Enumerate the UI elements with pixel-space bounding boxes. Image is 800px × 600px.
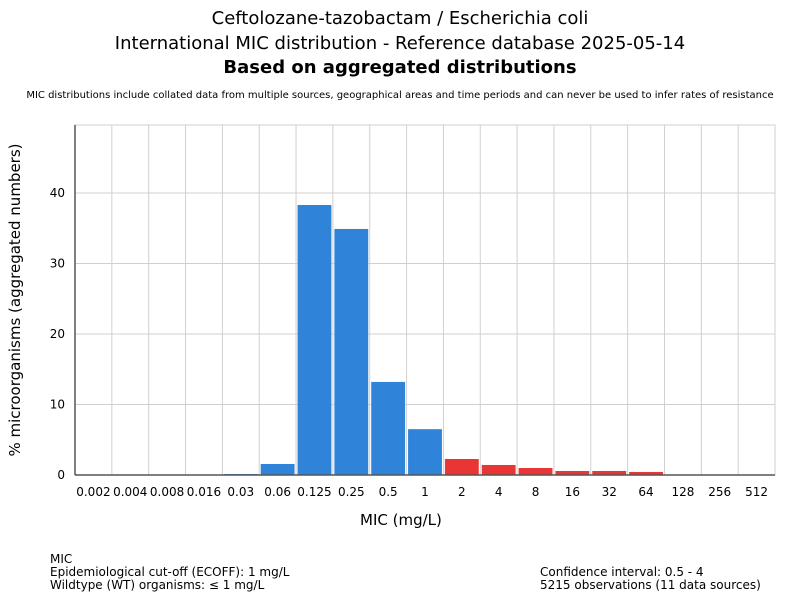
bar-32	[592, 470, 627, 475]
y-axis-label: % microorganisms (aggregated numbers)	[6, 143, 24, 457]
bar-1	[408, 429, 442, 475]
footer-obs: 5215 observations (11 data sources)	[540, 578, 761, 592]
y-tick-label: 40	[50, 186, 65, 200]
footer-mic: MIC	[50, 552, 73, 566]
x-tick-label: 0.125	[297, 485, 331, 499]
bar-0.5	[371, 381, 406, 475]
chart-subtitle-bold: Based on aggregated distributions	[223, 57, 577, 78]
x-tick-label: 0.06	[264, 485, 291, 499]
x-tick-label: 0.002	[76, 485, 110, 499]
footer-wt: Wildtype (WT) organisms: ≤ 1 mg/L	[50, 578, 265, 592]
bar-0.25	[334, 228, 369, 475]
x-tick-label: 0.016	[187, 485, 221, 499]
x-tick-label: 0.008	[150, 485, 184, 499]
x-axis-label: MIC (mg/L)	[360, 511, 442, 529]
footer-ecoff: Epidemiological cut-off (ECOFF): 1 mg/L	[50, 565, 290, 579]
y-tick-label: 10	[50, 398, 65, 412]
y-tick-label: 30	[50, 257, 65, 271]
x-tick-label: 512	[745, 485, 768, 499]
chart-title: Ceftolozane-tazobactam / Escherichia col…	[211, 8, 589, 29]
x-tick-label: 0.004	[113, 485, 147, 499]
chart-note: MIC distributions include collated data …	[26, 90, 774, 101]
bar-4	[481, 464, 516, 475]
x-tick-label: 256	[708, 485, 731, 499]
x-tick-label: 32	[602, 485, 617, 499]
footer-ci: Confidence interval: 0.5 - 4	[540, 565, 704, 579]
bar-0.125	[297, 204, 332, 476]
x-tick-label: 1	[421, 485, 429, 499]
x-tick-label: 0.03	[227, 485, 254, 499]
x-tick-label: 8	[532, 485, 540, 499]
bar-64	[629, 471, 663, 475]
footer-left: MIC Epidemiological cut-off (ECOFF): 1 m…	[50, 553, 289, 592]
y-tick-label: 0	[57, 468, 65, 482]
x-tick-label: 16	[565, 485, 580, 499]
x-tick-label: 128	[671, 485, 694, 499]
x-tick-label: 0.25	[338, 485, 365, 499]
chart-subtitle: International MIC distribution - Referen…	[114, 33, 686, 54]
bar-8	[518, 468, 553, 475]
bar-16	[555, 470, 590, 475]
bar-2	[444, 458, 479, 475]
bar-0.06	[260, 464, 295, 475]
x-tick-label: 0.5	[379, 485, 398, 499]
x-tick-label: 4	[495, 485, 503, 499]
y-tick-label: 20	[50, 327, 65, 341]
footer-right: Confidence interval: 0.5 - 4 5215 observ…	[540, 566, 761, 592]
plot-border	[74, 124, 776, 476]
x-tick-label: 2	[458, 485, 466, 499]
x-tick-label: 64	[638, 485, 653, 499]
